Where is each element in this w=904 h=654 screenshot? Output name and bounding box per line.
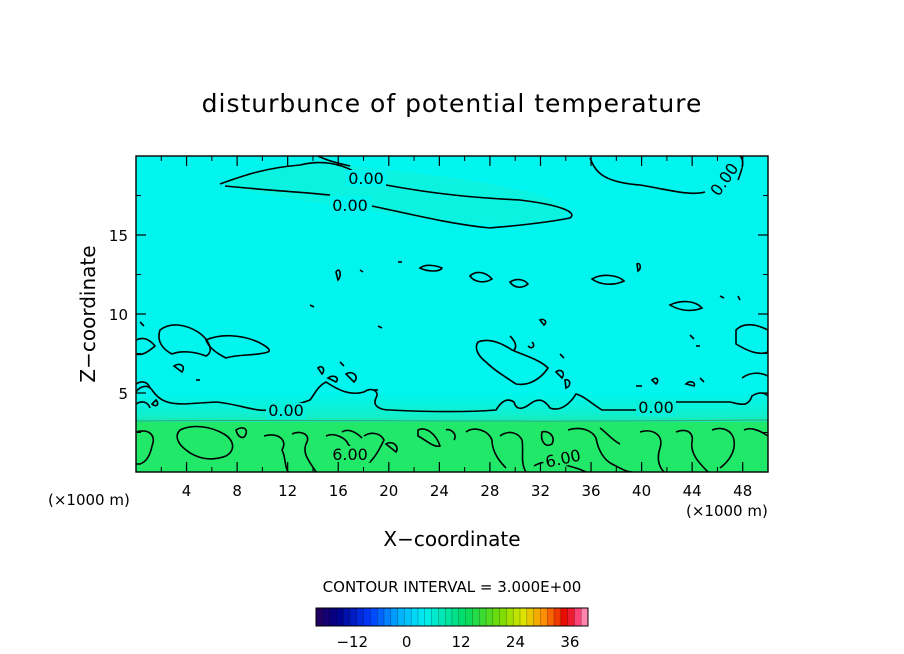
colorbar-cell [486,608,494,626]
x-tick-label: 12 [278,482,297,500]
colorbar-tick-label: 36 [560,633,579,651]
colorbar-cell [513,608,521,626]
colorbar-cell [499,608,507,626]
contour-label: 0.00 [268,401,304,420]
y-tick-label: 10 [109,306,128,324]
colorbar-cell [431,608,439,626]
colorbar-cell [363,608,371,626]
colorbar-cell [567,608,575,626]
x-tick-label: 8 [232,482,242,500]
colorbar-cell [397,608,405,626]
y-axis-ticks: 5 10 15 [109,195,768,433]
x-axis-ticks: 4 8 12 16 20 24 28 32 36 40 44 48 [160,156,752,500]
y-axis-label: Z−coordinate [76,245,100,382]
colorbar-cell [526,608,535,626]
colorbar-tick-label: −12 [336,633,368,651]
y-tick-label: 5 [118,385,128,403]
colorbar-cell [384,608,392,626]
contour-interval-text: CONTOUR INTERVAL = 3.000E+00 [323,578,582,596]
colorbar-cell [506,608,514,626]
colorbar-cell [336,608,344,626]
x-axis-label: X−coordinate [383,527,520,551]
x-tick-label: 32 [531,482,550,500]
colorbar-tick-label: 12 [452,633,471,651]
colorbar-cell [554,608,562,626]
colorbar-cell [574,608,582,626]
contour-label: 0.00 [332,196,368,215]
colorbar-cell [438,608,446,626]
colorbar-cell [424,608,433,626]
colorbar-cell [418,608,426,626]
colorbar-frame [315,607,589,627]
colorbar-cell [540,608,548,626]
colorbar-cell [492,608,501,626]
plot-area: 0.00 0.00 0.00 0.00 0.00 6.00 6.00 [136,156,768,472]
colorbar-cell [350,608,358,626]
colorbar-cell [465,608,473,626]
contour-label: 0.00 [348,169,384,188]
contour-label: 6.00 [332,445,368,464]
colorbar-cell [404,608,412,626]
x-tick-label: 44 [683,482,702,500]
lower-field [136,422,768,472]
y-tick-label: 15 [109,227,128,245]
colorbar-cell [581,608,589,626]
colorbar-cell [390,608,399,626]
colorbar-cell [343,608,351,626]
colorbar-cell [445,608,453,626]
x-tick-label: 28 [480,482,499,500]
colorbar-cell [479,608,487,626]
colorbar-cell [472,608,480,626]
colorbar-cell [329,608,337,626]
colorbar: −12 0 12 24 36 [315,607,589,651]
chart-title: disturbunce of potential temperature [202,89,703,118]
colorbar-cell [316,608,324,626]
x-tick-label: 4 [182,482,192,500]
colorbar-cell [370,608,378,626]
x-tick-label: 16 [329,482,348,500]
x-unit-right: (×1000 m) [686,502,768,520]
contour-labels: 0.00 0.00 0.00 0.00 0.00 6.00 6.00 [266,158,742,472]
thin-contour [136,419,768,422]
colorbar-tick-label: 24 [506,633,525,651]
colorbar-cell [458,608,467,626]
upper-layer-patch [220,163,566,225]
x-tick-label: 20 [379,482,398,500]
colorbar-cell [560,608,569,626]
contour-label: 0.00 [638,398,674,417]
colorbar-tick-label: 0 [402,633,412,651]
colorbar-cell [377,608,385,626]
colorbar-cell [322,608,331,626]
x-tick-label: 48 [733,482,752,500]
x-tick-label: 36 [581,482,600,500]
colorbar-cell [547,608,555,626]
x-tick-label: 40 [632,482,651,500]
colorbar-cell [533,608,541,626]
colorbar-cell [356,608,365,626]
x-unit-left: (×1000 m) [48,491,130,509]
colorbar-cell [452,608,460,626]
colorbar-cell [411,608,419,626]
x-tick-label: 24 [430,482,449,500]
colorbar-cell [520,608,528,626]
